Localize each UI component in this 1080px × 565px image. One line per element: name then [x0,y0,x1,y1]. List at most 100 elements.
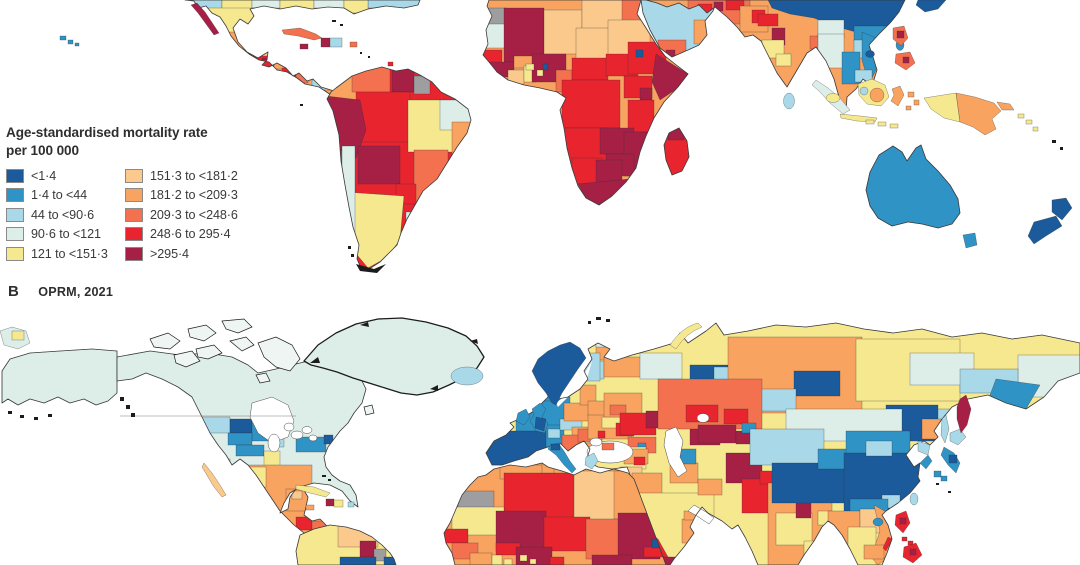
a-puerto-rico [349,41,358,48]
b-cameroon-b [549,556,565,565]
a-turkmenistan-red [725,0,745,11]
arctic-islands [149,318,375,416]
legend-label: >295·4 [150,246,189,261]
legend-label: 181·2 to <209·3 [150,188,238,203]
b-scandinavia [531,341,587,406]
a-baja-california [190,2,220,36]
a-trinidad [387,61,394,67]
b-central-asia-red [723,408,749,425]
a-us-south-strip-blue [185,0,223,10]
a-jamaica [299,43,309,50]
legend-item: 151·3 to <181·2 [125,166,238,186]
a-sumatra-yellow [825,93,841,103]
legend-swatch [6,207,24,222]
b-italy-navy [550,443,561,451]
b-korea-south [919,454,933,470]
panel-b-title: OPRM, 2021 [38,285,114,299]
b-alaska [1,348,118,406]
a-nigeria-mosaic [536,69,544,77]
a-hainan [865,50,875,58]
a-chile [341,145,356,269]
b-siberia-navy [793,370,841,397]
b-puerto-rico [347,501,355,508]
b-africa-patches [444,463,665,565]
legend: Age-standardised mortality rate per 100 … [6,124,274,264]
b-philippines-maroon [899,517,907,525]
b-china-lightblue [865,440,893,457]
b-north-dakota [229,418,253,434]
b-uk-navy [534,416,547,432]
b-iberia [486,430,547,468]
a-new-guinea-west [923,92,961,123]
b-haiti [325,498,335,507]
legend-col-1: <1·4 1·4 to <44 44 to <90·6 90·6 to <121 121… [6,166,125,264]
legend-swatch [6,168,24,183]
legend-label: 1·4 to <44 [31,188,88,203]
b-sakhalin [940,414,950,444]
a-drc [561,79,621,129]
legend-swatch [125,246,143,261]
b-hainan [872,517,884,527]
b-philippines-visayas [901,536,908,542]
a-somalia [651,53,688,101]
legend-swatch [6,227,24,242]
a-tanzania [627,99,655,133]
hudson-bay [249,396,295,444]
b-jamaica [305,504,315,511]
a-yucatan [251,43,275,57]
a-south-america-patches [327,67,471,269]
b-crimea [601,442,615,451]
a-nigeria-mosaic [525,63,535,71]
b-iran-orange [697,478,723,496]
b-mexico-red [261,510,283,524]
a-uruguay [405,211,423,227]
b-eurasia-patches [486,332,1080,565]
a-us-south-strip [251,0,281,9]
b-kamchatka [956,394,972,434]
b-iceland [450,366,484,386]
legend-label: 248·6 to 295·4 [150,227,231,242]
map-panel-b [0,317,1080,565]
b-us-yellow [211,458,231,470]
a-florida [343,0,369,14]
b-arkhangelsk [603,356,643,378]
a-south-africa [577,177,641,205]
legend-label: 209·3 to <248·6 [150,207,238,222]
a-new-zealand-south [1027,215,1063,245]
b-moldova [597,430,606,439]
b-mexico-north [211,466,267,488]
legend-item: 90·6 to <121 [6,225,125,245]
a-east-africa-maroon [639,87,653,101]
b-ireland [515,408,531,426]
b-japan-navy [948,454,958,464]
a-new-guinea-east [955,92,1002,136]
a-borneo-blue [859,86,869,96]
a-dominican-republic [329,37,343,48]
b-dominican-republic [333,499,344,508]
legend-swatch [125,227,143,242]
b-niger-b [543,516,591,552]
a-ethiopia-navy [635,49,644,58]
b-south-america-navy [383,556,396,565]
b-kyushu [933,470,942,478]
b-india-yellow [775,512,813,546]
a-africa-patches [483,0,688,205]
legend-label: <1·4 [31,168,57,183]
legend-swatch [6,188,24,203]
b-philippines-maroon [909,548,917,556]
a-bolivia [357,145,401,185]
legend-item: <1·4 [6,166,125,186]
caspian-sea [663,426,688,478]
a-tasmania [962,232,978,249]
legend-title-line2: per 100 000 [6,143,79,158]
a-japan [915,0,947,13]
b-chad-b [585,518,623,560]
black-sea [586,440,634,464]
legend-swatch [125,188,143,203]
legend-swatch [125,168,143,183]
a-mali [503,7,545,63]
b-kyushu [940,475,948,482]
james-bay [267,433,281,453]
b-novaya-zemlya [669,322,703,350]
b-turkey-red [633,456,646,466]
